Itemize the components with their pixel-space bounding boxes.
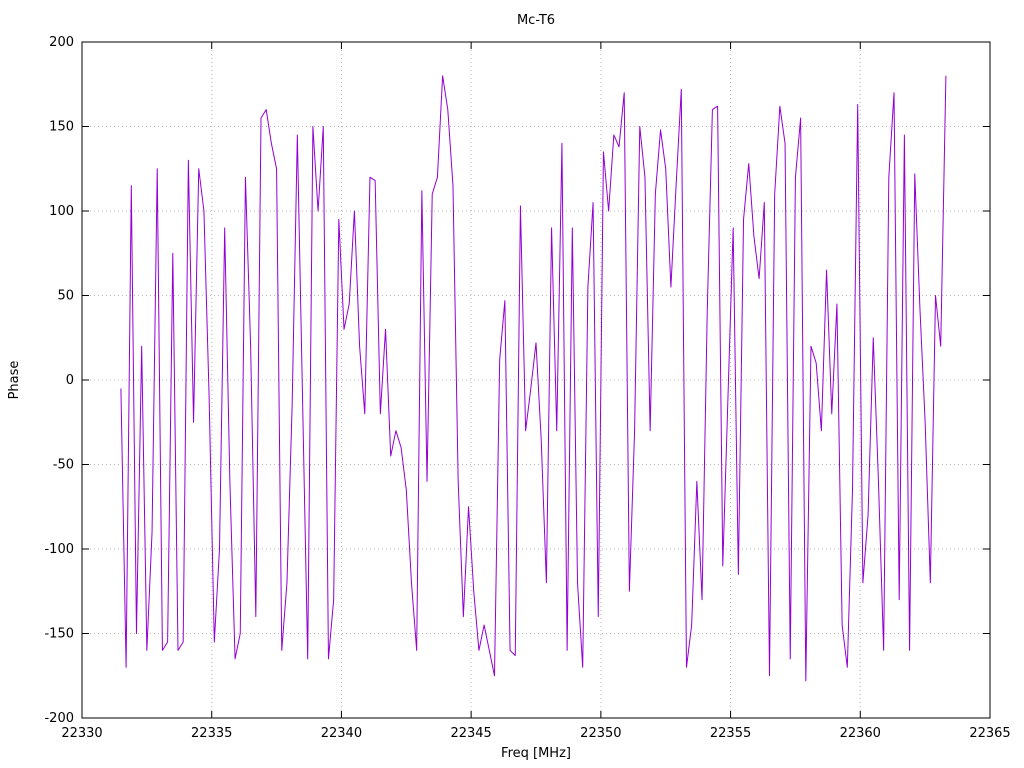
x-tick-label: 22345 [450, 726, 491, 741]
series-layer [120, 75, 947, 682]
plot-border [81, 41, 991, 719]
y-tick-label: -50 [53, 458, 74, 473]
y-tick-label: 100 [49, 204, 74, 219]
x-tick-label: 22355 [710, 726, 751, 741]
x-axis-label: Freq [MHz] [501, 746, 571, 761]
chart-title: Mc-T6 [517, 13, 555, 28]
y-tick-label: -150 [44, 627, 74, 642]
x-tick-label: 22330 [61, 726, 102, 741]
y-tick-label: 200 [49, 35, 74, 50]
x-tick-label: 22340 [321, 726, 362, 741]
x-tick-label: 22360 [840, 726, 881, 741]
y-tick-label: -100 [44, 542, 74, 557]
x-tick-label: 22335 [191, 726, 232, 741]
x-tick-label: 22350 [580, 726, 621, 741]
y-axis-label: Phase [7, 361, 22, 400]
x-tick-label: 22365 [969, 726, 1010, 741]
axis-layer: 22330 22335 22340 22345 22350 22355 22360 22365… [44, 35, 1010, 741]
y-tick-label: -200 [44, 711, 74, 726]
y-tick-label: 0 [66, 373, 74, 388]
y-tick-label: 150 [49, 120, 74, 135]
y-tick-label: 50 [57, 289, 74, 304]
phase-series-line [120, 75, 947, 682]
